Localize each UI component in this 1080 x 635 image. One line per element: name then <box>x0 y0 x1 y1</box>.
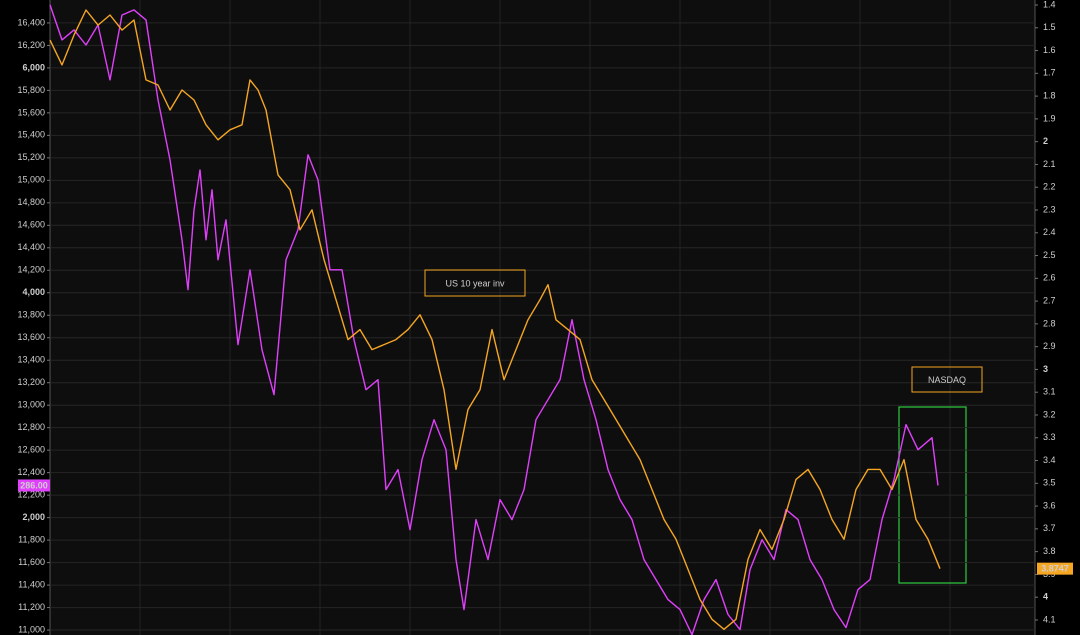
y2-tick-label: 3.1 <box>1043 387 1056 397</box>
plot-area <box>50 0 1035 635</box>
y-tick-label: 13,000 <box>17 400 45 410</box>
y-tick-label: 12,800 <box>17 422 45 432</box>
y-tick-label: 12,400 <box>17 467 45 477</box>
y2-tick-label: 1.4 <box>1043 0 1056 9</box>
y-tick-label: 11,000 <box>18 624 45 634</box>
y2-tick-label: 2.2 <box>1043 182 1056 192</box>
y2-tick-label: 4 <box>1043 592 1048 602</box>
y-tick-label: 16,400 <box>17 17 45 27</box>
y2-tick-label: 3.7 <box>1043 523 1056 533</box>
y-tick-label: 14,200 <box>17 265 45 275</box>
y-tick-label: 11,200 <box>18 602 45 612</box>
y-tick-label: 11,800 <box>18 534 45 544</box>
y-tick-label: 15,000 <box>17 175 45 185</box>
y2-tick-label: 2.3 <box>1043 204 1056 214</box>
y2-tick-label: 2.1 <box>1043 159 1056 169</box>
y-tick-label: 13,200 <box>17 377 45 387</box>
series-line <box>49 9 941 630</box>
y-tick-label: 6,000 <box>22 62 45 72</box>
y-tick-label: 15,600 <box>17 107 45 117</box>
y2-tick-label: 2.7 <box>1043 295 1056 305</box>
last-value-label: 3.8747 <box>1041 564 1069 574</box>
y2-tick-label: 2.8 <box>1043 318 1056 328</box>
y-tick-label: 16,200 <box>17 40 45 50</box>
y2-tick-label: 3.5 <box>1043 478 1056 488</box>
y2-tick-label: 2 <box>1043 136 1048 146</box>
y-tick-label: 14,800 <box>17 197 45 207</box>
y-tick-label: 4,000 <box>22 287 45 297</box>
y-tick-label: 13,400 <box>17 355 45 365</box>
y2-tick-label: 3.4 <box>1043 455 1056 465</box>
last-value-box <box>18 479 50 492</box>
y-tick-label: 12,600 <box>17 445 45 455</box>
y2-tick-label: 2.5 <box>1043 250 1056 260</box>
y-tick-label: 15,200 <box>17 152 45 162</box>
y2-tick-label: 1.6 <box>1043 45 1056 55</box>
y2-tick-label: 3.3 <box>1043 432 1056 442</box>
y-tick-label: 15,800 <box>17 85 45 95</box>
y-tick-label: 2,000 <box>22 512 45 522</box>
y-tick-label: 13,600 <box>17 332 45 342</box>
y2-tick-label: 1.9 <box>1043 113 1056 123</box>
y-tick-label: 11,400 <box>18 579 45 589</box>
y-tick-label: 14,400 <box>17 242 45 252</box>
y-tick-label: 11,600 <box>18 557 45 567</box>
y2-tick-label: 1.7 <box>1043 68 1056 78</box>
annotation: US 10 year inv <box>445 278 505 288</box>
y-tick-label: 12,200 <box>17 490 45 500</box>
y2-tick-label: 1.5 <box>1043 22 1056 32</box>
y2-tick-label: 1.8 <box>1043 90 1056 100</box>
y2-tick-label: 3.6 <box>1043 500 1056 510</box>
y2-tick-label: 4.1 <box>1043 614 1056 624</box>
y2-tick-label: 2.4 <box>1043 227 1056 237</box>
y2-tick-label: 2.6 <box>1043 273 1056 283</box>
y-tick-label: 13,800 <box>17 310 45 320</box>
annotation-box <box>424 269 526 297</box>
last-value-label: 286.00 <box>20 480 48 490</box>
y2-tick-label: 3.2 <box>1043 409 1056 419</box>
y-tick-label: 15,400 <box>17 130 45 140</box>
annotation: NASDAQ <box>928 375 966 385</box>
y2-tick-label: 3 <box>1043 364 1048 374</box>
y-tick-label: 14,600 <box>17 220 45 230</box>
last-value-box <box>1037 562 1073 575</box>
annotation-box <box>911 366 983 393</box>
y2-tick-label: 3.8 <box>1043 546 1056 556</box>
y2-tick-label: 2.9 <box>1043 341 1056 351</box>
